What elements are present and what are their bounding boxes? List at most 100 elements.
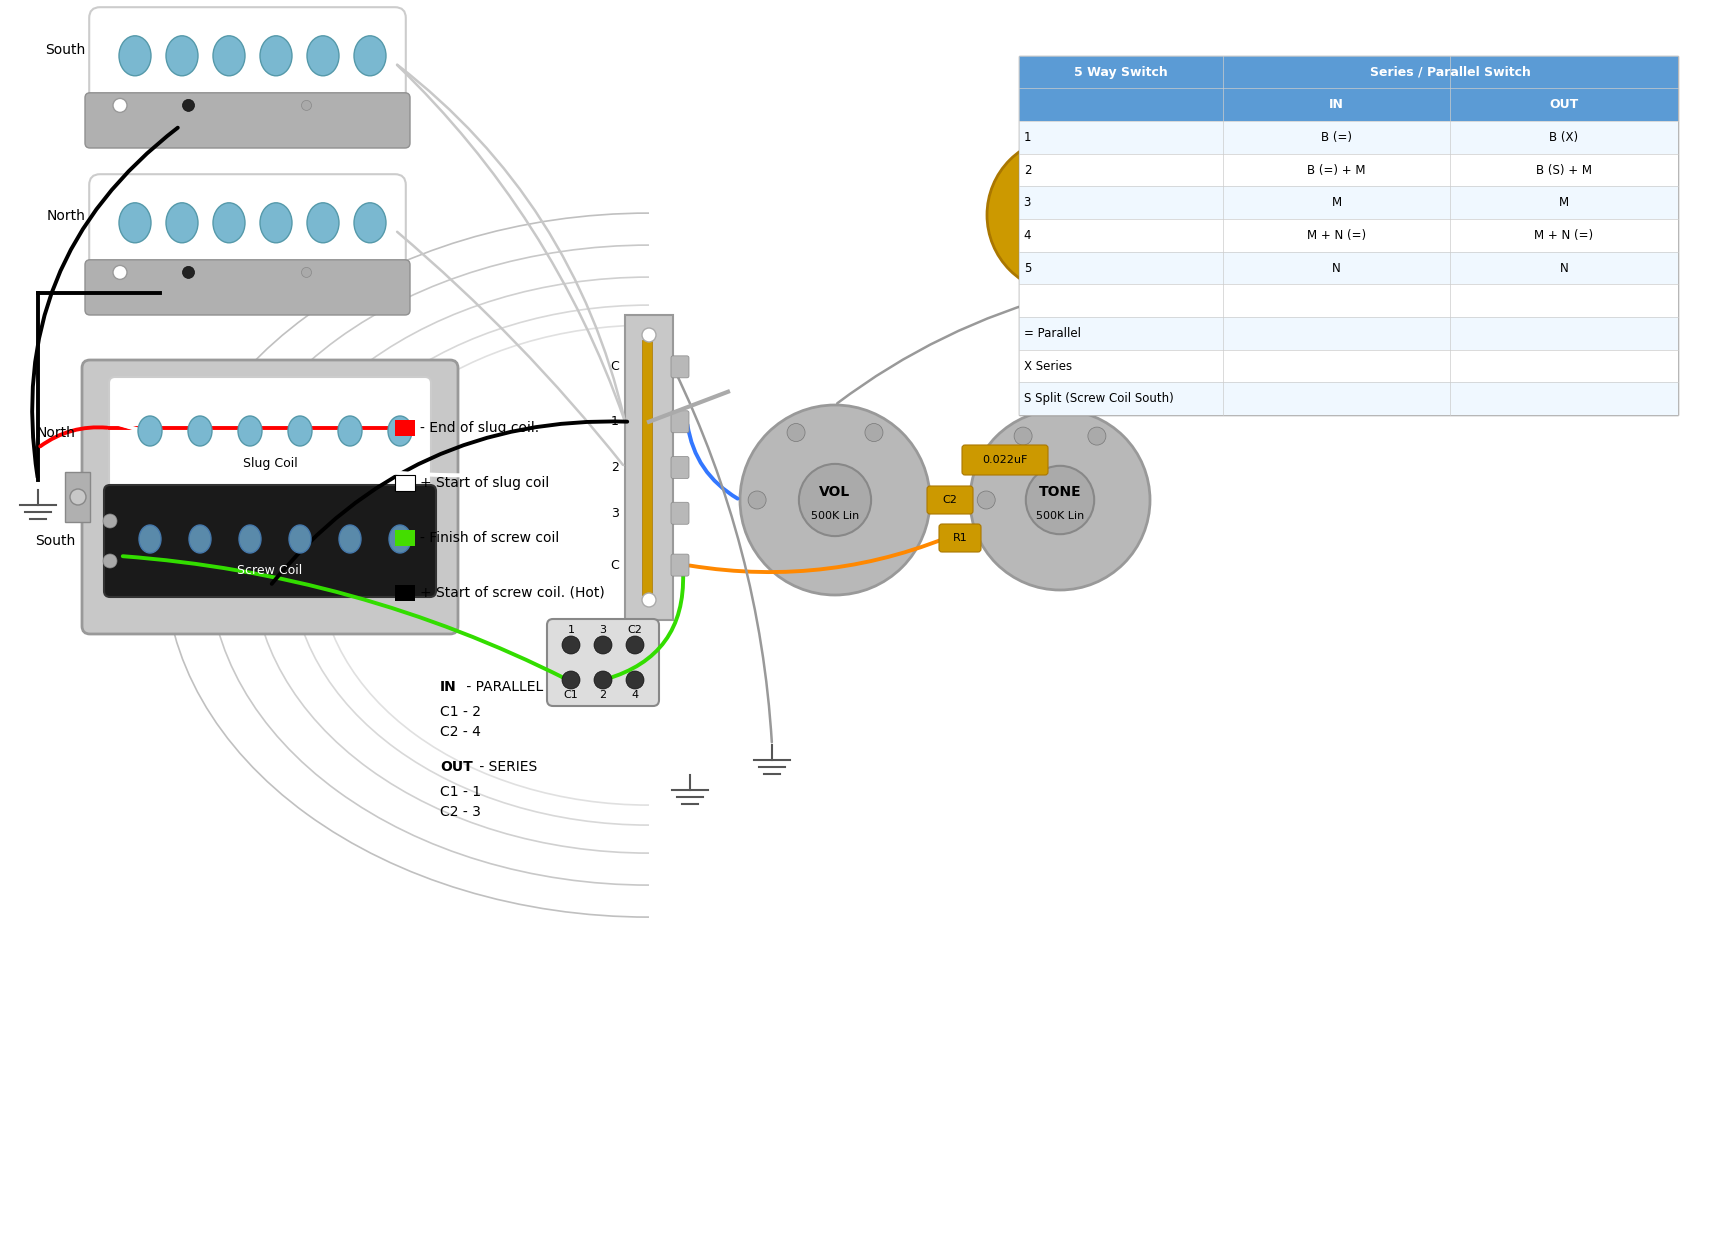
Ellipse shape [120,36,151,76]
Bar [1019,88,1678,121]
Ellipse shape [212,36,245,76]
Text: South: South [45,42,86,57]
Circle shape [301,100,312,110]
Text: 1: 1 [1024,131,1031,144]
FancyBboxPatch shape [104,484,437,597]
FancyBboxPatch shape [82,361,459,634]
Text: IN: IN [440,680,457,694]
Text: 2: 2 [1024,164,1031,177]
Text: 5 Way Switch: 5 Way Switch [1073,66,1168,78]
Text: N: N [1332,261,1340,275]
Text: Series / Parallel Switch: Series / Parallel Switch [1370,66,1531,78]
Text: 1: 1 [567,624,575,636]
Circle shape [70,489,86,506]
Circle shape [594,636,611,654]
FancyBboxPatch shape [89,175,406,286]
Text: C2 - 4: C2 - 4 [440,725,481,738]
Ellipse shape [139,525,161,553]
Ellipse shape [166,36,199,76]
Circle shape [1087,427,1106,445]
Ellipse shape [354,203,385,243]
Bar [1019,285,1678,317]
Circle shape [740,405,930,595]
Text: C1: C1 [563,690,579,700]
Circle shape [562,636,580,654]
Bar [395,475,414,491]
FancyBboxPatch shape [548,620,659,706]
Ellipse shape [389,525,411,553]
Bar [1019,219,1678,252]
Circle shape [562,672,580,689]
Text: - Finish of screw coil: - Finish of screw coil [419,532,560,545]
FancyBboxPatch shape [110,377,431,489]
Text: C2: C2 [943,496,957,506]
Text: X Series: X Series [1024,359,1072,373]
Text: - PARALLEL: - PARALLEL [462,680,543,694]
Bar [395,585,414,601]
FancyBboxPatch shape [86,260,409,315]
Circle shape [301,268,312,278]
Text: B (=): B (=) [1322,131,1352,144]
Bar [1019,56,1678,88]
Text: 500K Lin: 500K Lin [1036,510,1084,522]
Text: 1: 1 [611,415,620,429]
Text: OUT: OUT [440,760,473,774]
Ellipse shape [166,203,199,243]
Circle shape [800,463,871,536]
Text: M + N (=): M + N (=) [1534,229,1594,242]
Ellipse shape [188,416,212,446]
Ellipse shape [260,36,293,76]
Ellipse shape [212,203,245,243]
Circle shape [103,514,116,528]
Ellipse shape [288,416,312,446]
Circle shape [103,554,116,567]
Circle shape [865,424,883,441]
Text: C1 - 2: C1 - 2 [440,705,481,719]
Circle shape [971,410,1150,590]
FancyBboxPatch shape [86,93,409,147]
Text: 3: 3 [611,507,620,519]
Text: OUT: OUT [1549,98,1578,112]
Text: C: C [609,361,620,373]
Circle shape [1032,183,1097,247]
Text: 3: 3 [1024,196,1031,209]
Bar [625,315,673,620]
Text: C: C [609,559,620,571]
Bar [1019,186,1678,219]
Ellipse shape [337,416,361,446]
Text: Screw Coil: Screw Coil [238,565,303,577]
Circle shape [183,99,195,112]
Ellipse shape [120,203,151,243]
Text: N: N [1560,261,1568,275]
Text: B (X): B (X) [1549,131,1578,144]
Circle shape [988,138,1144,292]
FancyBboxPatch shape [89,7,406,119]
FancyBboxPatch shape [671,502,688,524]
Bar [395,530,414,546]
Text: 500K Lin: 500K Lin [811,510,859,522]
FancyBboxPatch shape [671,456,688,478]
Ellipse shape [240,525,260,553]
Bar [642,339,652,595]
FancyBboxPatch shape [671,554,688,576]
Circle shape [788,424,805,441]
Bar [395,420,414,436]
Circle shape [627,636,644,654]
Ellipse shape [306,36,339,76]
Text: M: M [1332,196,1342,209]
Text: + Start of screw coil. (Hot): + Start of screw coil. (Hot) [419,586,604,600]
Text: C2: C2 [628,624,642,636]
Text: M: M [1560,196,1570,209]
Text: 2: 2 [611,461,620,475]
FancyBboxPatch shape [926,486,972,514]
Text: 2: 2 [599,690,606,700]
Circle shape [594,672,611,689]
Ellipse shape [238,416,262,446]
Text: North: North [46,209,86,223]
Ellipse shape [339,525,361,553]
Text: TONE: TONE [1039,484,1082,499]
Bar [1019,154,1678,186]
Text: C2 - 3: C2 - 3 [440,805,481,819]
Bar [1019,252,1678,285]
Bar [1019,383,1678,415]
